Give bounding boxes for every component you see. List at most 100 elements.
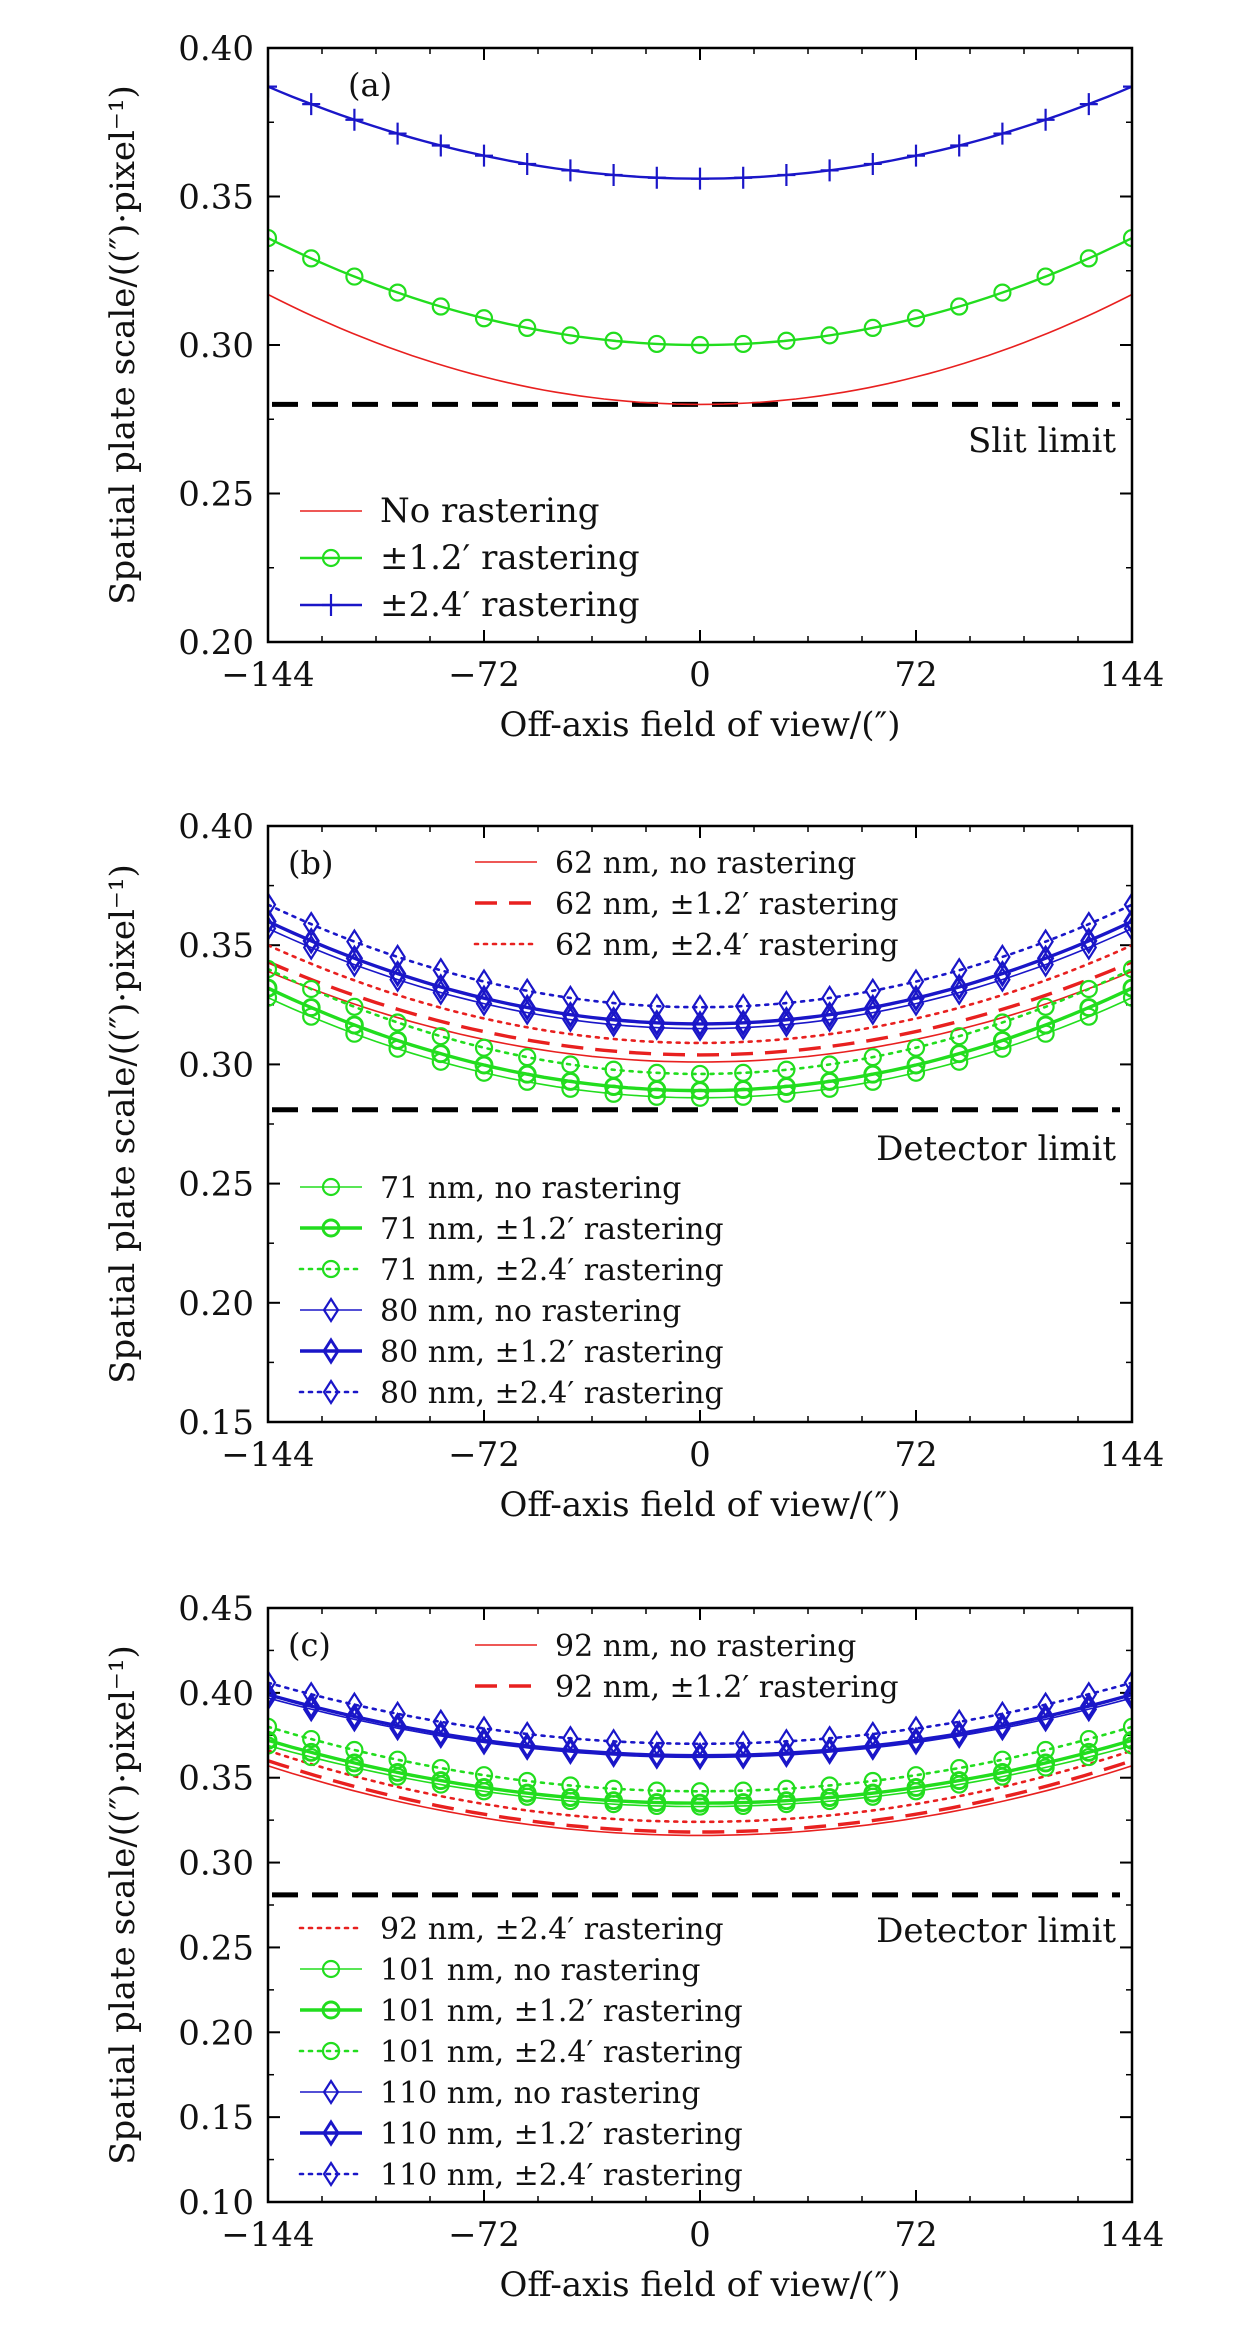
- legend-marker: [321, 1259, 341, 1279]
- data-point: [863, 1771, 882, 1791]
- data-point: [734, 993, 752, 1020]
- data-point: [517, 1783, 537, 1803]
- legend-marker: [322, 2119, 340, 2147]
- data-point: [950, 973, 968, 1001]
- data-point: [734, 1741, 752, 1769]
- data-point: [302, 911, 320, 938]
- data-point: [907, 984, 925, 1012]
- y-axis-title: Spatial plate scale/((″)·pixel⁻¹): [103, 1645, 143, 2164]
- data-point: [475, 1715, 493, 1742]
- data-point: [345, 1740, 364, 1760]
- data-point: [1123, 907, 1132, 936]
- data-point: [993, 1013, 1012, 1032]
- curves: [268, 1669, 1132, 1837]
- data-point: [820, 1776, 839, 1795]
- data-point: [820, 1736, 839, 1764]
- data-point: [734, 166, 753, 189]
- legend-label: 62 nm, ±2.4′ rastering: [555, 928, 899, 963]
- y-tick-label: 0.20: [178, 2013, 254, 2053]
- data-point: [301, 998, 321, 1018]
- data-point: [907, 1715, 925, 1742]
- chart-panel-1: 0.20 0.25 0.30 0.35 0.40 −144 −72 0 72 144 Off-axi…: [103, 29, 1164, 745]
- y-tick-label: 0.15: [178, 1403, 254, 1443]
- data-point: [268, 228, 278, 248]
- data-point: [1036, 1740, 1055, 1760]
- data-point: [690, 1064, 710, 1084]
- data-point: [820, 326, 839, 345]
- data-point: [1079, 1729, 1098, 1749]
- series-line: [268, 293, 1132, 406]
- data-point: [474, 1038, 494, 1057]
- data-point: [268, 988, 278, 1007]
- data-point: [994, 1700, 1011, 1727]
- data-point: [690, 1793, 710, 1813]
- data-point: [518, 1771, 537, 1791]
- data-point: [518, 318, 537, 337]
- data-point: [950, 134, 969, 157]
- y-tick-label: 0.25: [178, 1928, 254, 1968]
- legend-marker: [321, 1177, 341, 1197]
- data-point: [268, 1717, 278, 1736]
- chart-panel-3: 0.10 0.15 0.20 0.25 0.30 0.35 0.40 0.45 −144 −72 0…: [103, 1589, 1164, 2305]
- data-point: [1036, 1702, 1055, 1731]
- data-point: [431, 1771, 451, 1791]
- curves: [268, 891, 1132, 1107]
- data-point: [346, 928, 363, 955]
- legend-label: 71 nm, no rastering: [380, 1171, 681, 1206]
- data-point: [993, 1750, 1012, 1769]
- data-point: [863, 318, 882, 337]
- panel-label: (b): [288, 844, 333, 882]
- legend-label: 92 nm, ±2.4′ rastering: [380, 1912, 724, 1947]
- legend-label: 110 nm, ±2.4′ rastering: [380, 2158, 743, 2193]
- data-point: [562, 1725, 579, 1752]
- data-point: [734, 1730, 752, 1757]
- data-point: [388, 122, 407, 145]
- data-point: [431, 1758, 450, 1778]
- limit-label: Slit limit: [968, 421, 1116, 461]
- legend-label: 71 nm, ±2.4′ rastering: [380, 1253, 724, 1288]
- legend-label: No rastering: [380, 491, 600, 531]
- data-point: [562, 984, 579, 1012]
- data-point: [432, 1708, 450, 1735]
- legend-label: 71 nm, ±1.2′ rastering: [380, 1212, 724, 1247]
- data-point: [388, 1030, 408, 1050]
- data-point: [345, 944, 364, 972]
- legend-label: 80 nm, no rastering: [380, 1294, 681, 1329]
- x-tick-label: 144: [1100, 1435, 1165, 1475]
- data-point: [388, 959, 407, 988]
- data-point: [474, 1766, 494, 1785]
- limit-label: Detector limit: [876, 1129, 1116, 1169]
- data-point: [1080, 927, 1098, 955]
- data-point: [864, 993, 882, 1022]
- data-point: [906, 1778, 926, 1797]
- data-point: [1036, 944, 1055, 972]
- data-point: [1123, 891, 1132, 918]
- data-point: [863, 1048, 882, 1067]
- series-line: [268, 943, 1132, 1045]
- legend-label: 80 nm, ±2.4′ rastering: [380, 1376, 724, 1411]
- data-point: [820, 1788, 840, 1807]
- data-point: [388, 283, 407, 302]
- panel-label: (a): [348, 66, 392, 104]
- data-point: [820, 159, 839, 182]
- data-point: [994, 943, 1011, 971]
- data-point: [432, 957, 450, 984]
- x-tick-label: 72: [894, 2215, 937, 2255]
- data-point: [907, 144, 925, 167]
- data-point: [647, 166, 666, 189]
- data-point: [906, 1055, 926, 1075]
- data-point: [268, 978, 278, 998]
- x-axis-title: Off-axis field of view/(″): [500, 1485, 901, 1525]
- curves: [268, 75, 1132, 406]
- series-line: [268, 1725, 1132, 1793]
- data-point: [561, 159, 580, 182]
- y-tick-label: 0.40: [178, 807, 254, 847]
- data-point: [734, 1781, 753, 1800]
- data-point: [777, 331, 796, 350]
- data-point: [475, 984, 493, 1012]
- data-point: [389, 943, 406, 971]
- y-tick-label: 0.40: [178, 1674, 254, 1714]
- data-point: [475, 144, 493, 167]
- data-point: [821, 1725, 838, 1752]
- data-point: [1122, 988, 1132, 1007]
